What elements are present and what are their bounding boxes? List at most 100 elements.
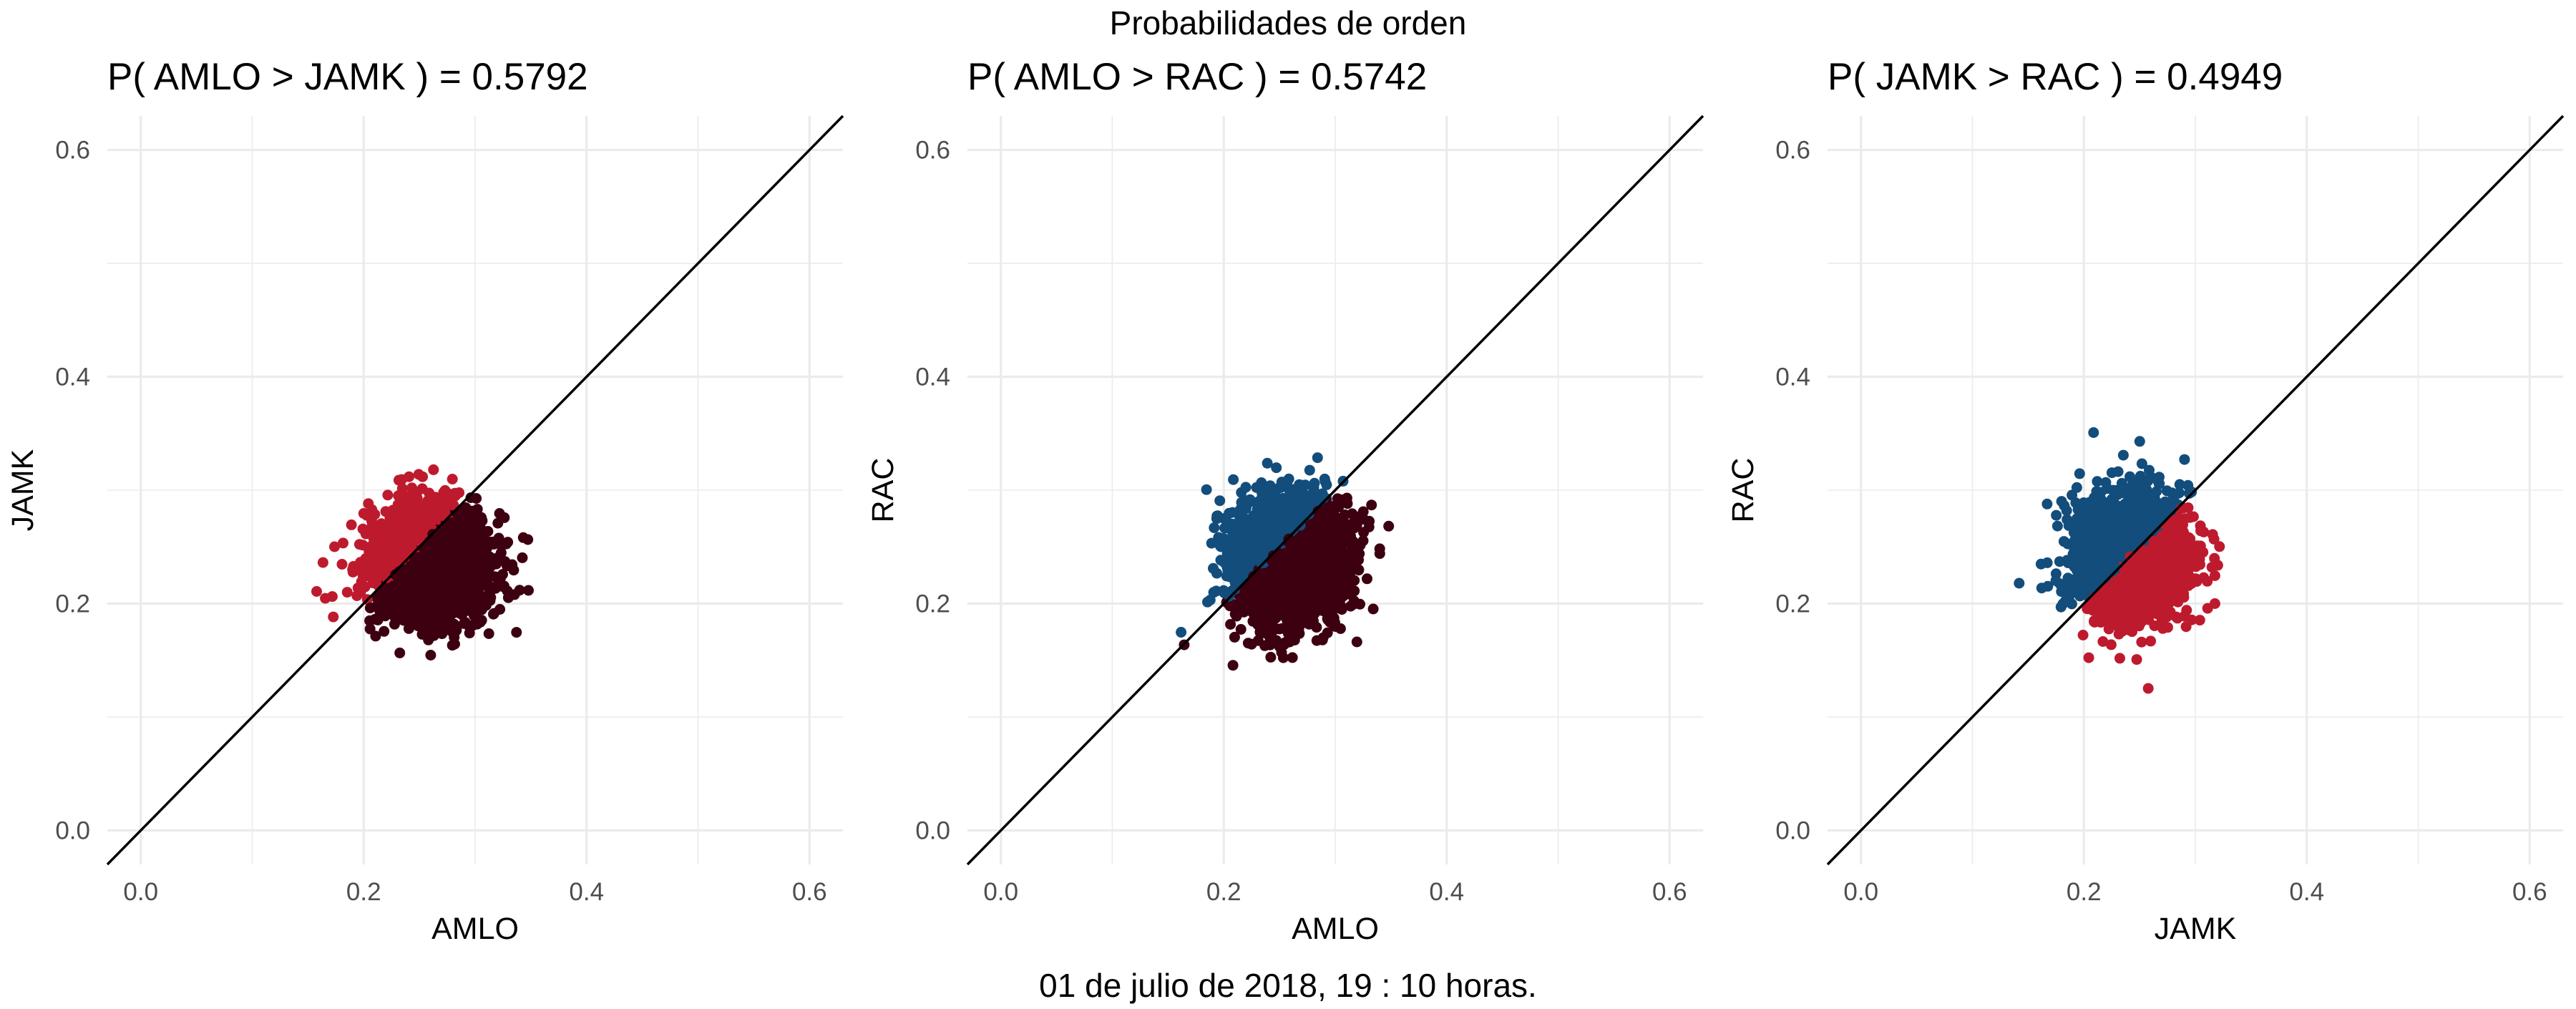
data-point [517,552,528,563]
x-tick-label: 0.0 [123,878,158,906]
data-point [383,534,394,545]
data-point [363,498,374,510]
data-point [447,474,458,484]
panel-title: P( AMLO > JAMK ) = 0.5792 [107,56,588,98]
data-point [412,591,423,603]
x-axis-label: AMLO [431,912,519,946]
data-point [346,519,357,530]
data-point [465,492,477,503]
data-point [382,489,394,501]
data-point [360,528,371,540]
data-point [406,482,418,494]
data-point [1228,474,1239,485]
data-point [455,608,466,619]
data-point [484,586,496,598]
data-point [1209,522,1220,533]
data-point [443,598,454,610]
data-point [1317,603,1328,614]
data-point [396,474,407,485]
data-point [1254,626,1266,638]
data-point [329,541,340,552]
panel-amlo-vs-rac: 0.00.20.40.60.0 0.2 0.4 0.6P( AMLO > RAC ) … [866,56,1704,946]
data-point [403,504,414,515]
data-point [1214,495,1226,507]
data-point [1176,627,1187,638]
y-tick-label: 0.2 [55,590,90,618]
data-point [1327,501,1339,512]
y-tick-label: 0.6 [55,137,90,165]
data-point [1283,473,1294,484]
data-point [454,529,465,540]
x-tick-label: 0.2 [346,878,381,906]
data-point [428,464,439,475]
data-point [450,550,462,562]
data-point [474,582,485,593]
data-point [1367,603,1379,615]
data-point [436,628,448,640]
data-point [1240,482,1252,493]
data-point [443,530,454,542]
data-point [1227,660,1239,671]
data-point [1262,639,1273,650]
data-point [1309,520,1321,532]
data-point [1287,652,1298,663]
data-point [338,537,348,549]
data-point [1218,540,1229,552]
data-point [1319,476,1331,487]
data-point [439,584,449,595]
data-point [411,555,423,567]
data-point [494,508,505,519]
data-point [413,567,424,579]
data-point [1271,462,1282,474]
data-point [502,537,514,548]
data-point [317,557,328,568]
data-point [341,587,353,598]
data-point [449,618,460,630]
data-point [1312,452,1323,464]
data-point [488,608,499,619]
data-point [1229,631,1240,643]
data-point [1244,494,1256,505]
data-point [352,583,364,594]
data-point [399,531,410,542]
data-point [469,610,479,621]
data-point [1328,613,1340,624]
data-point [396,483,408,494]
data-point [464,530,475,541]
data-point [1351,636,1362,648]
data-point [420,517,431,529]
data-point [1366,499,1377,511]
data-point [1363,521,1375,532]
data-point [367,545,379,557]
data-point [462,598,474,609]
data-point [438,487,449,498]
data-point [482,526,494,537]
data-point [326,591,338,603]
data-point [1383,520,1395,532]
data-point [1229,519,1240,530]
data-point [370,601,381,613]
data-point [428,494,439,505]
data-point [483,628,494,639]
data-point [377,562,389,573]
data-point [417,471,429,482]
data-point [1238,598,1249,608]
data-point [385,584,396,595]
y-tick-label: 0.0 [55,817,90,844]
data-point [336,559,348,570]
data-point [447,561,458,572]
data-point [423,613,434,625]
data-point [328,611,339,623]
data-point [456,538,467,550]
data-point [1304,464,1315,476]
data-point [436,504,447,515]
x-tick-label: 0.4 [569,878,604,906]
data-point [459,510,471,522]
data-point [485,570,497,581]
data-point [522,534,534,545]
data-point [482,550,493,560]
data-point [405,602,416,613]
data-point [311,586,322,597]
data-point [465,621,477,633]
